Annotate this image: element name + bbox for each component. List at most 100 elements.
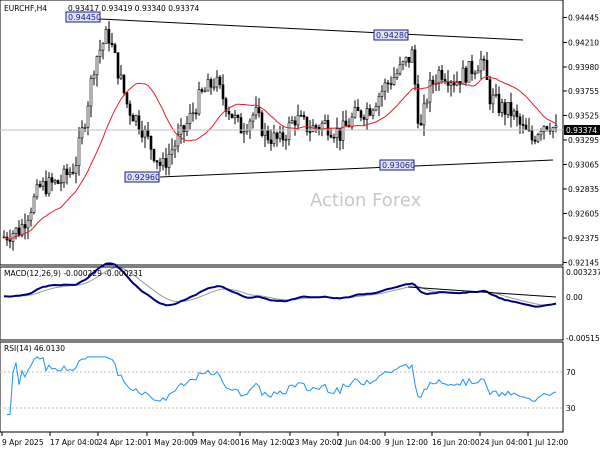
candle-body — [281, 132, 285, 141]
candle-body — [185, 123, 189, 132]
time-tick-label: 9 Apr 2025 — [2, 438, 44, 447]
candle-body — [200, 89, 204, 92]
candle-body — [155, 160, 159, 163]
candle-body — [176, 133, 180, 147]
candle-body — [131, 115, 135, 122]
candle-body — [26, 219, 30, 229]
candles-group — [2, 21, 558, 251]
candle-body — [473, 72, 477, 75]
candle-body — [233, 114, 237, 119]
candle-body — [506, 102, 510, 115]
candle-body — [296, 115, 300, 126]
candle-body — [518, 116, 522, 125]
candle-body — [80, 127, 84, 139]
candle-body — [329, 134, 333, 138]
macd-panel-frame — [0, 266, 564, 341]
candle-body — [221, 84, 225, 100]
candle-body — [539, 131, 543, 136]
candle-body — [143, 129, 147, 138]
candle-body — [59, 182, 63, 184]
candle-body — [44, 181, 48, 195]
candle-body — [509, 102, 513, 117]
rsi-tick-30: 30 — [566, 404, 576, 413]
candle-body — [314, 125, 318, 128]
price-tick-label: 0.92375 — [568, 234, 599, 243]
candle-body — [326, 120, 330, 136]
ohlc-readout: 0.93417 0.93419 0.93340 0.93374 — [68, 4, 199, 13]
macd-tick-top: 0.003237 — [566, 268, 600, 277]
rsi-title: RSI(14) 46.0130 — [4, 344, 65, 353]
candle-body — [167, 153, 171, 168]
watermark: Action Forex — [310, 190, 422, 211]
candle-body — [263, 129, 267, 136]
candle-body — [95, 56, 99, 76]
candle-body — [239, 117, 243, 134]
candle-body — [14, 227, 18, 234]
candle-body — [38, 184, 42, 187]
candle-body — [389, 83, 393, 85]
macd-tick-bottom: -0.005154 — [566, 334, 600, 343]
candle-body — [554, 125, 558, 128]
candle-body — [536, 134, 540, 142]
time-tick-label: 24 Jun 04:00 — [480, 438, 528, 447]
candle-body — [308, 131, 312, 133]
candle-body — [188, 113, 192, 124]
candle-body — [407, 56, 411, 63]
candle-body — [68, 172, 72, 175]
candle-body — [125, 92, 129, 105]
candle-body — [491, 94, 495, 105]
candle-body — [404, 56, 408, 63]
candle-body — [461, 67, 465, 85]
time-tick-label: 24 Apr 12:00 — [98, 438, 147, 447]
price-tick-label: 0.94445 — [568, 13, 599, 22]
candle-body — [35, 184, 39, 198]
candle-body — [398, 64, 402, 74]
candle-body — [62, 168, 66, 183]
candle-body — [488, 79, 492, 105]
price-label-94280: 0.94280 — [373, 29, 409, 41]
candle-body — [533, 139, 537, 142]
candle-body — [89, 78, 93, 107]
candle-body — [482, 58, 486, 61]
candle-body — [206, 79, 210, 92]
candle-body — [74, 165, 78, 174]
candle-body — [251, 114, 255, 122]
candle-body — [152, 149, 156, 161]
svg-text:0.92960: 0.92960 — [127, 173, 160, 182]
candle-body — [401, 61, 405, 66]
candle-body — [416, 83, 420, 124]
price-tick-label: 0.93295 — [568, 136, 599, 145]
candle-body — [365, 108, 369, 120]
candle-body — [32, 196, 36, 213]
candle-body — [128, 103, 132, 116]
candle-body — [512, 110, 516, 117]
candle-body — [395, 73, 399, 78]
price-tick-label: 0.93065 — [568, 160, 599, 169]
time-tick-label: 16 Jun 20:00 — [432, 438, 480, 447]
candle-body — [464, 67, 468, 83]
price-tick-label: 0.94210 — [568, 38, 599, 47]
candle-body — [203, 90, 207, 93]
candle-body — [149, 136, 153, 150]
time-tick-label: 1 May 20:00 — [147, 438, 194, 447]
candle-body — [65, 168, 69, 175]
svg-text:0.94450: 0.94450 — [68, 13, 101, 22]
candle-body — [257, 107, 261, 114]
candle-body — [530, 130, 534, 141]
candle-body — [266, 129, 270, 141]
macd-main-line — [3, 262, 557, 308]
candle-body — [113, 44, 117, 53]
price-tick-label: 0.92145 — [568, 258, 599, 267]
candle-body — [368, 108, 372, 116]
candle-body — [23, 224, 27, 229]
candle-body — [119, 74, 123, 79]
candle-body — [242, 131, 246, 134]
candle-body — [101, 43, 105, 51]
candle-body — [440, 69, 444, 80]
candle-body — [437, 69, 441, 84]
price-tick-label: 0.92835 — [568, 185, 599, 194]
candle-body — [158, 161, 162, 166]
candle-body — [332, 136, 336, 139]
candle-body — [215, 76, 219, 88]
candle-body — [317, 127, 321, 130]
